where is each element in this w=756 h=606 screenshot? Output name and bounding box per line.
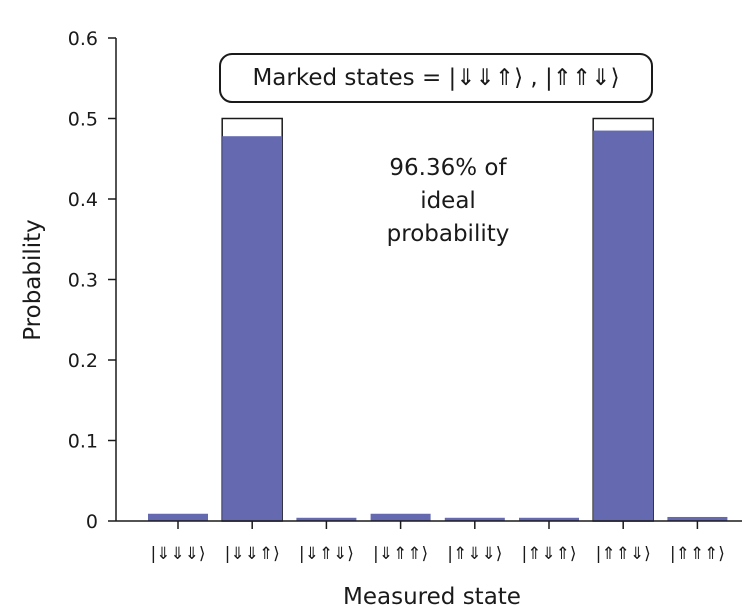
y-tick-label: 0.4 bbox=[68, 189, 98, 211]
fidelity-line-1: 96.36% of bbox=[389, 155, 507, 181]
x-tick-label: |⇓⇓⇑⟩ bbox=[225, 544, 280, 564]
bar bbox=[370, 513, 431, 521]
fidelity-line-2: ideal bbox=[420, 188, 476, 214]
y-tick-label: 0.1 bbox=[68, 431, 98, 453]
axes-layer: 0 0.1 0.2 0.3 0.4 0.5 0.6 |⇓⇓⇓⟩ |⇓⇓⇑⟩ |⇓⇑⇓⟩ |⇓⇑⇑⟩ |… bbox=[68, 28, 742, 564]
x-tick-label: |⇓⇑⇑⟩ bbox=[373, 544, 428, 564]
y-tick-label: 0.3 bbox=[68, 270, 98, 292]
bar bbox=[519, 517, 579, 521]
x-tick-label: |⇓⇑⇓⟩ bbox=[299, 544, 354, 564]
x-tick-label: |⇑⇓⇑⟩ bbox=[521, 544, 576, 564]
y-axis-title: Probability bbox=[20, 219, 46, 341]
marked-states-label: Marked states = |⇓⇓⇑⟩ , |⇑⇑⇓⟩ bbox=[252, 65, 619, 91]
y-tick-label: 0.2 bbox=[68, 350, 98, 372]
y-tick-label: 0.5 bbox=[68, 109, 98, 131]
y-tick-label: 0 bbox=[86, 511, 98, 533]
x-tick-label: |⇑⇑⇓⟩ bbox=[596, 544, 651, 564]
x-tick-label: |⇓⇓⇓⟩ bbox=[150, 544, 205, 564]
y-tick-label: 0.6 bbox=[68, 28, 98, 50]
bars-layer bbox=[148, 117, 728, 522]
bar bbox=[222, 136, 283, 521]
bar bbox=[296, 517, 357, 521]
bar bbox=[593, 130, 654, 521]
x-tick-label: |⇑⇑⇑⟩ bbox=[670, 544, 725, 564]
marked-states-box bbox=[219, 53, 653, 103]
bar bbox=[148, 513, 208, 521]
fidelity-line-3: probability bbox=[387, 221, 510, 247]
bar bbox=[444, 517, 505, 521]
x-tick-label: |⇑⇓⇓⟩ bbox=[447, 544, 502, 564]
x-axis-title: Measured state bbox=[343, 584, 521, 606]
bar bbox=[667, 516, 728, 521]
